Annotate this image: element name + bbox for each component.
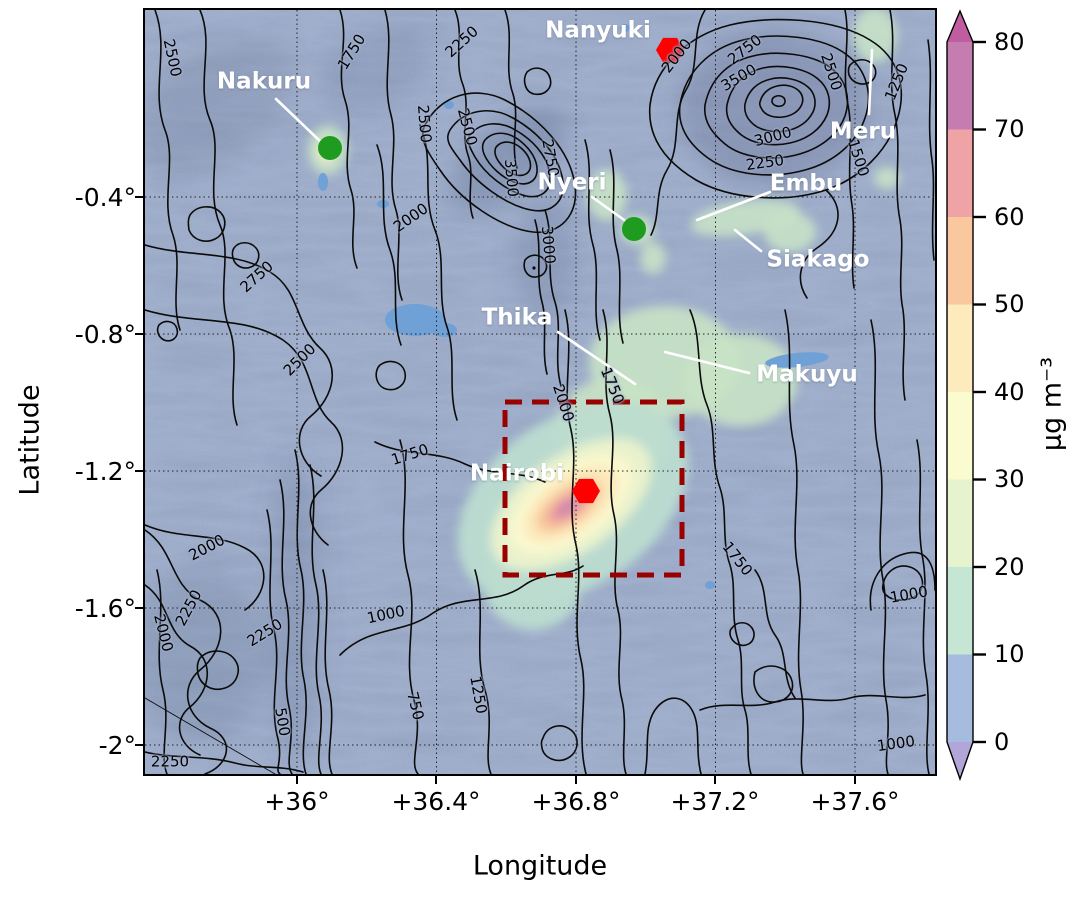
x-tick-label: +36°	[264, 787, 330, 816]
x-tick-mark	[435, 776, 437, 784]
x-tick-mark	[854, 776, 856, 784]
colorbar-tick-label: 40	[994, 378, 1025, 406]
city-label-siakago: Siakago	[766, 246, 870, 273]
colorbar-tick-label: 50	[994, 290, 1025, 318]
nairobi-city-marker	[572, 478, 600, 504]
city-label-embu: Embu	[769, 170, 843, 197]
colorbar-segment	[947, 129, 973, 217]
siakago-leader	[733, 228, 763, 253]
nakuru-station-marker	[318, 136, 342, 160]
city-label-nanyuki: Nanyuki	[545, 17, 651, 44]
x-tick-label: +36.8°	[531, 787, 621, 816]
makuyu-leader	[663, 350, 751, 375]
colorbar-segment	[947, 567, 973, 655]
y-tick-label: -0.8°	[74, 320, 136, 349]
colorbar-segment	[947, 304, 973, 392]
colorbar-segment	[947, 217, 973, 305]
nyeri-leader	[590, 195, 629, 224]
city-label-nairobi: Nairobi	[469, 460, 565, 487]
contour-label: 3000	[537, 225, 560, 265]
colorbar-segment	[947, 392, 973, 480]
colorbar-over-arrow	[947, 11, 973, 42]
y-tick-mark	[135, 607, 143, 609]
study-area-box	[502, 399, 685, 578]
grid-lines	[145, 10, 935, 774]
colorbar-tick-label: 20	[994, 553, 1025, 581]
y-tick-label: -1.2°	[74, 457, 136, 486]
nakuru-leader	[274, 97, 323, 144]
city-label-nakuru: Nakuru	[216, 68, 312, 95]
contour-label: 2250	[150, 752, 190, 771]
y-tick-mark	[135, 470, 143, 472]
map-canvas	[145, 10, 935, 774]
colorbar-under-arrow	[947, 742, 973, 779]
y-tick-mark	[135, 333, 143, 335]
nyeri-station-marker	[622, 217, 646, 241]
nanyuki-city-marker	[656, 37, 684, 63]
colorbar-tick-label: 10	[994, 640, 1025, 668]
city-label-makuyu: Makuyu	[756, 361, 858, 388]
contour-label: 500	[271, 706, 294, 738]
colorbar	[945, 8, 995, 790]
contour-label: 3500	[500, 158, 523, 198]
y-axis-title: Latitude	[14, 384, 46, 496]
colorbar-tick-label: 0	[994, 728, 1010, 756]
colorbar-tick-label: 60	[994, 203, 1025, 231]
y-tick-label: -2°	[98, 731, 136, 760]
colorbar-segment	[947, 479, 973, 567]
contour-lines	[145, 10, 935, 774]
y-tick-mark	[135, 196, 143, 198]
y-tick-label: -1.6°	[74, 594, 136, 623]
thika-leader	[556, 330, 637, 386]
y-tick-label: -0.4°	[74, 183, 136, 212]
city-label-nyeri: Nyeri	[537, 169, 607, 196]
colorbar-tick-label: 70	[994, 115, 1025, 143]
city-label-meru: Meru	[829, 118, 897, 145]
colorbar-segment	[947, 654, 973, 742]
markers	[318, 37, 684, 504]
colorbar-tick-label: 30	[994, 465, 1025, 493]
x-tick-mark	[575, 776, 577, 784]
x-tick-mark	[296, 776, 298, 784]
colorbar-title: µg m⁻³	[1036, 356, 1068, 452]
city-label-thika: Thika	[481, 304, 553, 331]
map-panel: 2500 1750 2250 2000 2750 2500 1250 3500 …	[143, 8, 937, 776]
colorbar-tick-marks	[973, 40, 986, 744]
y-tick-mark	[135, 744, 143, 746]
x-tick-label: +36.4°	[391, 787, 481, 816]
x-tick-mark	[714, 776, 716, 784]
x-tick-label: +37.2°	[670, 787, 760, 816]
x-tick-label: +37.6°	[810, 787, 900, 816]
colorbar-tick-label: 80	[994, 28, 1025, 56]
label-leader-lines	[274, 48, 874, 386]
contour-label: 2500	[413, 104, 436, 144]
x-axis-title: Longitude	[472, 850, 608, 882]
colorbar-segment	[947, 42, 973, 130]
embu-leader	[695, 190, 772, 222]
meru-leader	[867, 48, 874, 116]
